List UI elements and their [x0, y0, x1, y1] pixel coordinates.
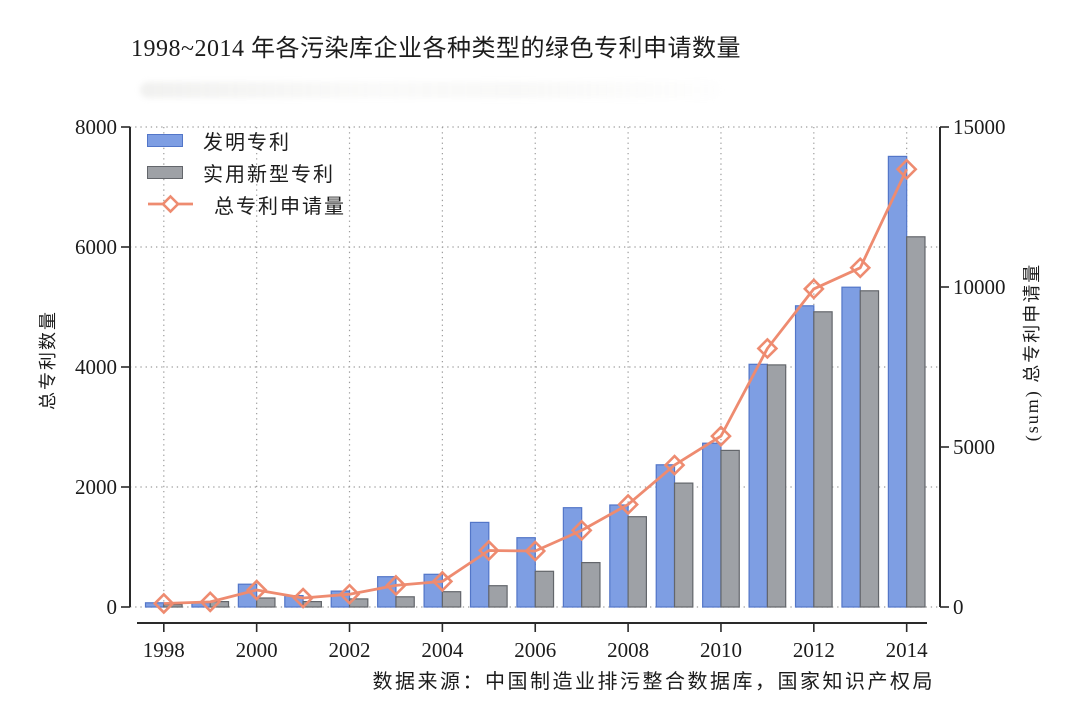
bar-invention-2014 [887, 155, 908, 608]
line-point-1998 [152, 592, 175, 615]
bar-invention-2006 [516, 537, 536, 608]
bar-invention-2010 [702, 442, 722, 608]
line-point-2010 [710, 425, 732, 447]
left-tick-label-8000: 8000 [75, 115, 117, 139]
line-point-1999 [199, 591, 222, 613]
legend-item-invention: 发明专利 [147, 124, 346, 156]
x-tick-label-2006: 2006 [514, 638, 556, 662]
right-tick-label-10000: 10000 [953, 275, 1006, 299]
bar-utility-2010 [720, 449, 740, 608]
bar-utility-2007 [581, 561, 601, 608]
x-tick-label-2002: 2002 [329, 638, 371, 662]
line-point-2002 [338, 583, 361, 606]
bar-invention-2005 [469, 521, 490, 608]
left-tick-label-6000: 6000 [75, 235, 117, 259]
bar-utility-2003 [395, 596, 415, 608]
bar-utility-2012 [813, 311, 833, 608]
right-axis-title: (sum) 总专利申请量 [1022, 262, 1042, 442]
legend-item-utility: 实用新型专利 [147, 156, 346, 188]
bar-utility-2008 [627, 516, 647, 608]
line-point-2011 [756, 337, 779, 360]
line-point-2007 [570, 519, 593, 542]
line-point-2000 [245, 579, 268, 601]
x-tick-label-2008: 2008 [607, 638, 649, 662]
bar-utility-2004 [441, 591, 462, 608]
left-tick-label-2000: 2000 [75, 475, 117, 499]
bar-invention-2008 [609, 504, 629, 608]
line-point-2001 [292, 587, 314, 609]
x-tick-label-2012: 2012 [793, 638, 835, 662]
artifact-smudge [140, 82, 720, 98]
chart-title: 1998~2014 年各污染库企业各种类型的绿色专利申请数量 [131, 36, 741, 62]
legend-line-diamond-icon [148, 194, 193, 214]
bar-invention-2003 [377, 576, 397, 608]
line-point-2009 [663, 454, 686, 476]
line-point-2008 [617, 493, 639, 516]
data-source-note: 数据来源：中国制造业排污整合数据库，国家知识产权局 [372, 671, 935, 693]
x-tick-label-1998: 1998 [143, 638, 185, 662]
bar-utility-2005 [488, 585, 508, 608]
tick-labels: 0 2000 4000 6000 8000 0 5000 10000 15000 1998 2000… [75, 115, 1006, 662]
bar-invention-2009 [655, 464, 676, 608]
x-tick-label-2000: 2000 [236, 638, 278, 662]
bar-invention-2012 [794, 305, 815, 608]
left-tick-label-0: 0 [107, 595, 118, 619]
x-tick-label-2014: 2014 [886, 638, 929, 662]
legend-label-total: 总专利申请量 [214, 195, 346, 218]
right-tick-label-5000: 5000 [953, 435, 995, 459]
left-axis-title: 总专利数量 [38, 310, 58, 410]
line-point-2014 [895, 158, 918, 181]
legend-label-utility: 实用新型专利 [203, 163, 335, 186]
right-tick-label-15000: 15000 [953, 115, 1006, 139]
legend: 发明专利 实用新型专利 总专利申请量 [147, 124, 346, 220]
bar-invention-2004 [423, 573, 443, 608]
line-point-2004 [431, 570, 454, 593]
right-tick-label-0: 0 [953, 595, 964, 619]
legend-label-invention: 发明专利 [203, 131, 291, 154]
bar-utility-2013 [859, 290, 880, 608]
left-tick-label-4000: 4000 [75, 355, 117, 379]
x-tick-label-2004: 2004 [421, 638, 464, 662]
line-point-2006 [524, 540, 547, 562]
legend-item-total: 总专利申请量 [147, 188, 346, 220]
bar-invention-2013 [841, 286, 861, 608]
bar-utility-2000 [256, 597, 276, 608]
total-line-series [152, 158, 918, 615]
bar-invention-2011 [748, 363, 768, 608]
bar-utility-2001 [302, 600, 322, 608]
total-line [163, 168, 908, 605]
bars [144, 155, 926, 608]
bar-utility-2006 [534, 570, 555, 608]
line-point-2003 [385, 574, 407, 597]
ticks [121, 126, 949, 632]
legend-swatch-invention-icon [147, 133, 183, 147]
bar-utility-2014 [906, 236, 926, 608]
line-point-2013 [849, 256, 872, 279]
line-point-2005 [477, 539, 500, 562]
legend-swatch-utility-icon [147, 165, 183, 179]
bar-utility-2009 [673, 482, 694, 608]
bar-utility-2011 [766, 364, 787, 608]
line-point-2012 [802, 278, 825, 300]
x-tick-label-2010: 2010 [700, 638, 742, 662]
